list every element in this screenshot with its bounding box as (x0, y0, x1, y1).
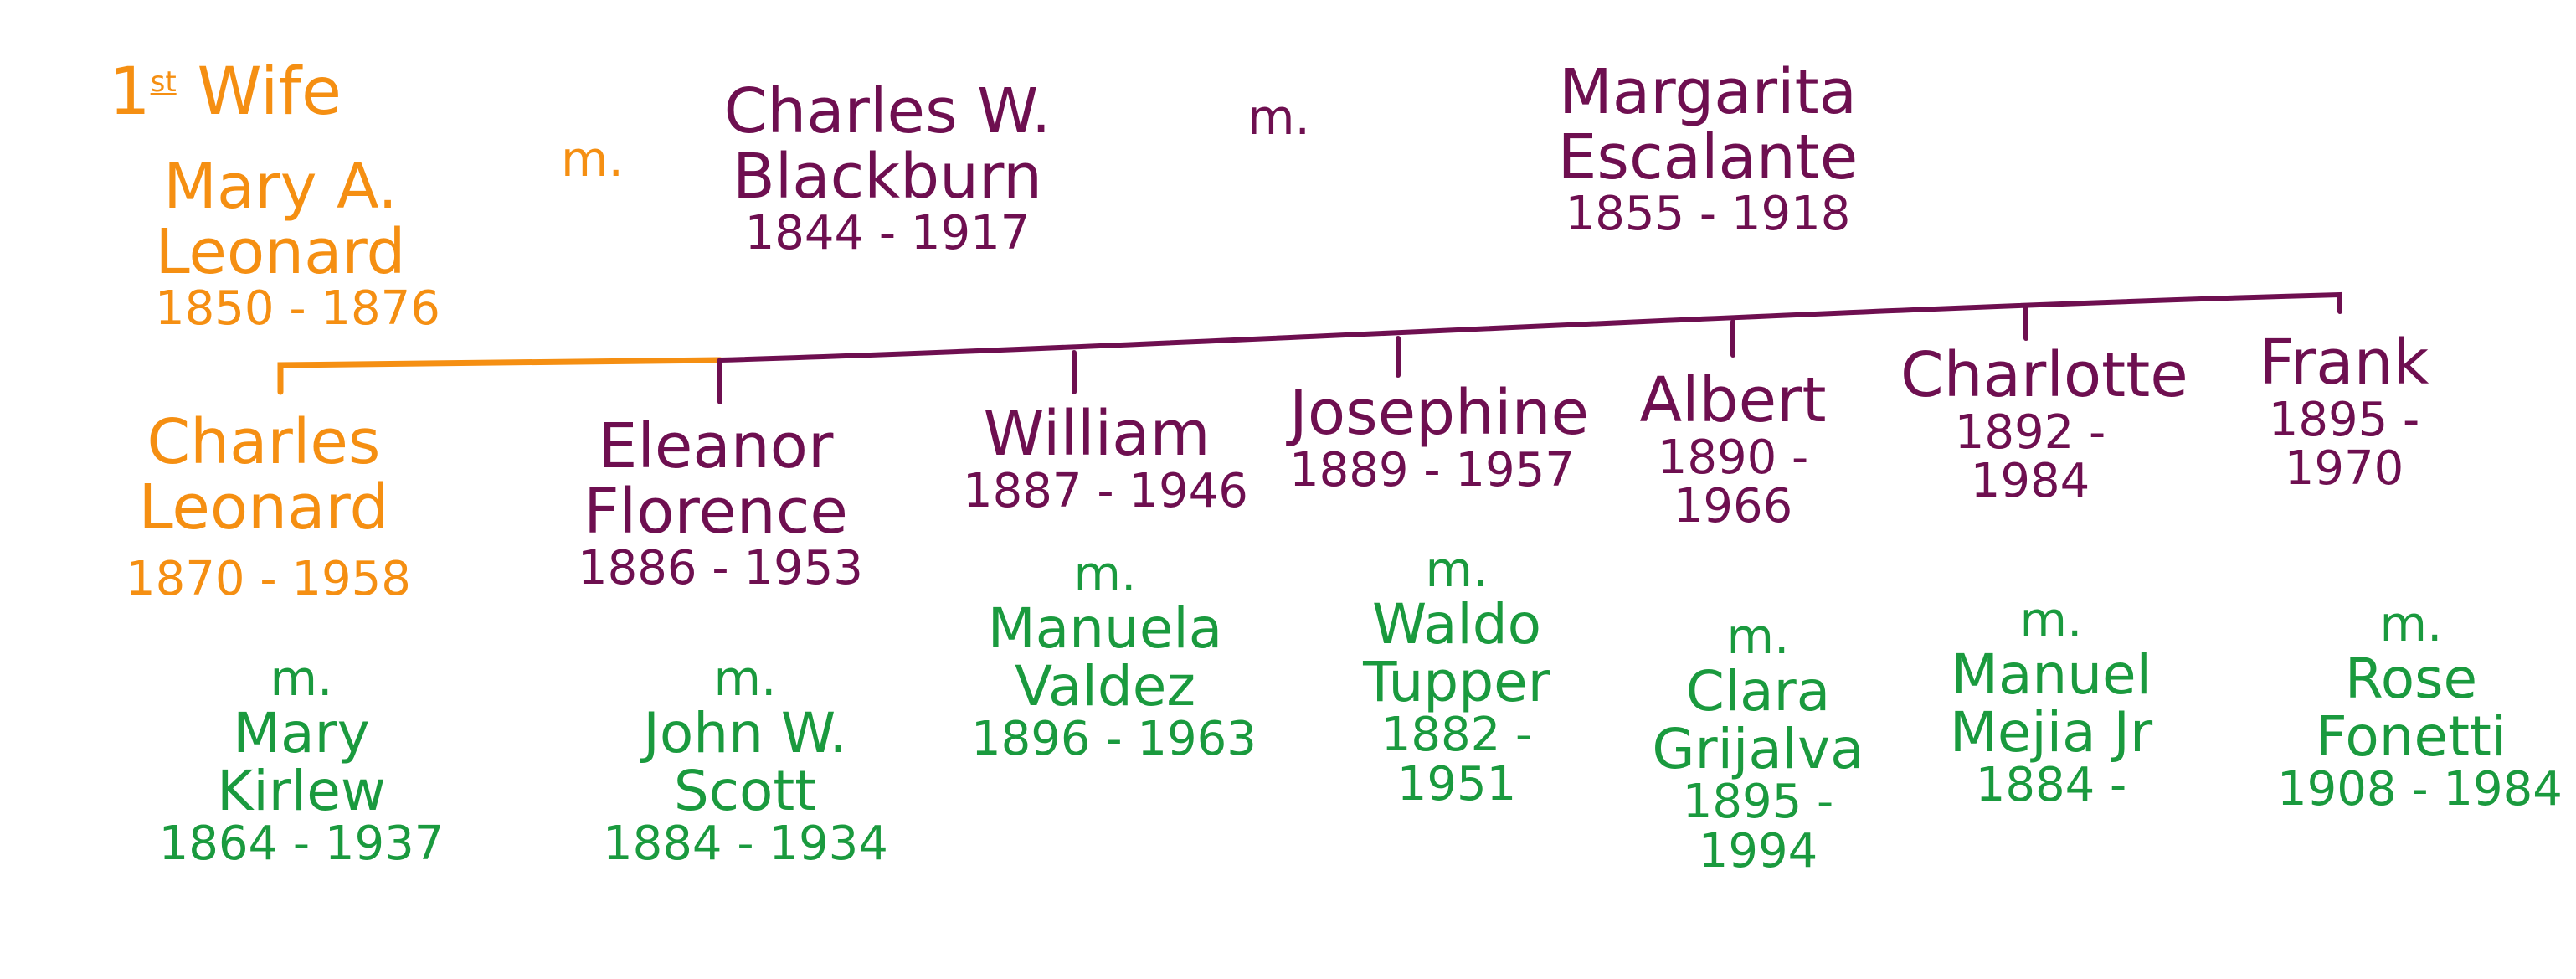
child-marriage-m: m. (1425, 541, 1489, 598)
spouse-dates: 1882 - (1381, 708, 1533, 763)
child-albert: Albert 1890 - 1966 (1624, 368, 1842, 532)
patriarch-dates: 1844 - 1917 (744, 206, 1031, 261)
first-marriage-m: m. (561, 131, 624, 188)
child-marriage-m: m. (2019, 591, 2083, 648)
spouse-name-line: Mejia Jr (1949, 700, 2153, 765)
first-wife-ordinal: 1 (109, 54, 151, 130)
spouse-mary-kirlew: m. Mary Kirlew 1864 - 1937 (151, 653, 452, 869)
spouse-manuela-valdez: m. Manuela Valdez 1896 - 1963 (971, 545, 1257, 767)
child-marriage-m: m. (270, 650, 333, 707)
child-charlotte: Charlotte 1892 - 1984 (1900, 339, 2188, 509)
first-wife-block: Mary A. Leonard 1850 - 1876 (155, 151, 440, 337)
child-dates: 1970 (2284, 441, 2404, 497)
spouse-name-line: Tupper (1363, 650, 1550, 715)
child-name-line: William (983, 398, 1211, 470)
spouse-name-line: Fonetti (2315, 704, 2507, 770)
child-name-line: Leonard (138, 471, 389, 544)
child-dates: 1890 - (1657, 430, 1809, 485)
spouse-name-line: Valdez (1015, 654, 1195, 719)
spouse-dates: 1884 - (1975, 758, 2127, 813)
patriarch-name-line2: Blackburn (732, 140, 1043, 213)
child-marriage-m: m. (2379, 595, 2443, 652)
second-wife-name-line2: Escalante (1557, 121, 1859, 193)
spouse-dates: 1908 - 1984 (2277, 762, 2563, 817)
spouse-name-line: Kirlew (217, 759, 386, 824)
spouse-name-line: Waldo (1371, 591, 1542, 657)
spouse-rose-fonetti: m. Rose Fonetti 1908 - 1984 (2277, 595, 2563, 817)
child-dates: 1889 - 1957 (1289, 442, 1575, 497)
first-wife-word: Wife (197, 54, 342, 130)
spouse-name-line: Grijalva (1652, 717, 1864, 782)
child-marriage-m: m. (1726, 608, 1790, 665)
spouse-waldo-tupper: m. Waldo Tupper 1882 - 1951 (1331, 544, 1582, 810)
first-wife-label: 1st Wife (109, 58, 342, 127)
child-josephine: Josephine 1889 - 1957 (1289, 377, 1590, 497)
second-marriage-line (717, 291, 2342, 363)
second-wife-block: Margarita Escalante 1855 - 1918 (1540, 56, 1875, 242)
child-william: William 1887 - 1946 (963, 398, 1248, 518)
child-marriage-m: m. (713, 650, 777, 707)
spouse-name-line: Mary (233, 700, 370, 765)
spouse-dates: 1864 - 1937 (158, 817, 445, 872)
child-dates: 1892 - (1954, 404, 2106, 460)
spouse-name-line: Scott (673, 759, 817, 824)
child-dates: 1966 (1673, 479, 1793, 534)
second-wife-name-line1: Margarita (1559, 56, 1857, 128)
spouse-name-line: Rose (2344, 646, 2478, 711)
spouse-dates: 1951 (1396, 757, 1517, 812)
child-charles-leonard: Charles Leonard 1870 - 1958 (126, 406, 411, 607)
child-name-line: Charlotte (1900, 339, 2188, 411)
child-marriage-m: m. (1073, 545, 1137, 602)
child-dates: 1886 - 1953 (578, 541, 863, 596)
child-dates: 1895 - (2268, 392, 2420, 447)
child-dates: 1870 - 1958 (126, 552, 411, 607)
spouse-dates: 1896 - 1963 (971, 712, 1257, 767)
spouse-john-scott: m. John W. Scott 1884 - 1934 (603, 650, 888, 872)
first-marriage-line (277, 357, 723, 395)
child-name-line: Charles (147, 406, 381, 478)
second-wife-dates: 1855 - 1918 (1565, 187, 1851, 242)
child-dates: 1984 (1970, 454, 2090, 509)
child-name-line: Albert (1639, 364, 1827, 436)
child-frank: Frank 1895 - 1970 (2235, 327, 2453, 497)
child-name-line: Eleanor (598, 410, 834, 482)
spouse-dates: 1994 (1698, 824, 1818, 879)
child-dates: 1887 - 1946 (963, 463, 1248, 518)
first-wife-ordinal-suffix: st (150, 65, 177, 99)
first-wife-name-line1: Mary A. (163, 151, 398, 223)
spouse-name-line: Manuela (987, 595, 1223, 661)
spouse-manuel-mejia: m. Manuel Mejia Jr 1884 - (1926, 595, 2177, 811)
spouse-name-line: John W. (643, 700, 847, 765)
spouse-dates: 1884 - 1934 (603, 817, 888, 872)
first-wife-dates: 1850 - 1876 (155, 281, 440, 337)
second-marriage-m: m. (1247, 89, 1310, 146)
patriarch-name-line1: Charles W. (723, 75, 1051, 147)
child-name-line: Josephine (1289, 377, 1590, 449)
spouse-name-line: Clara (1685, 658, 1831, 724)
child-name-line: Florence (584, 475, 848, 548)
first-wife-name-line2: Leonard (155, 215, 406, 288)
spouse-dates: 1895 - (1682, 775, 1834, 830)
child-name-line: Frank (2259, 327, 2429, 399)
spouse-name-line: Manuel (1951, 642, 2152, 707)
child-eleanor-florence: Eleanor Florence 1886 - 1953 (578, 410, 863, 596)
spouse-clara-grijalva: m. Clara Grijalva 1895 - 1994 (1641, 611, 1875, 877)
patriarch-block: Charles W. Blackburn 1844 - 1917 (720, 75, 1055, 261)
